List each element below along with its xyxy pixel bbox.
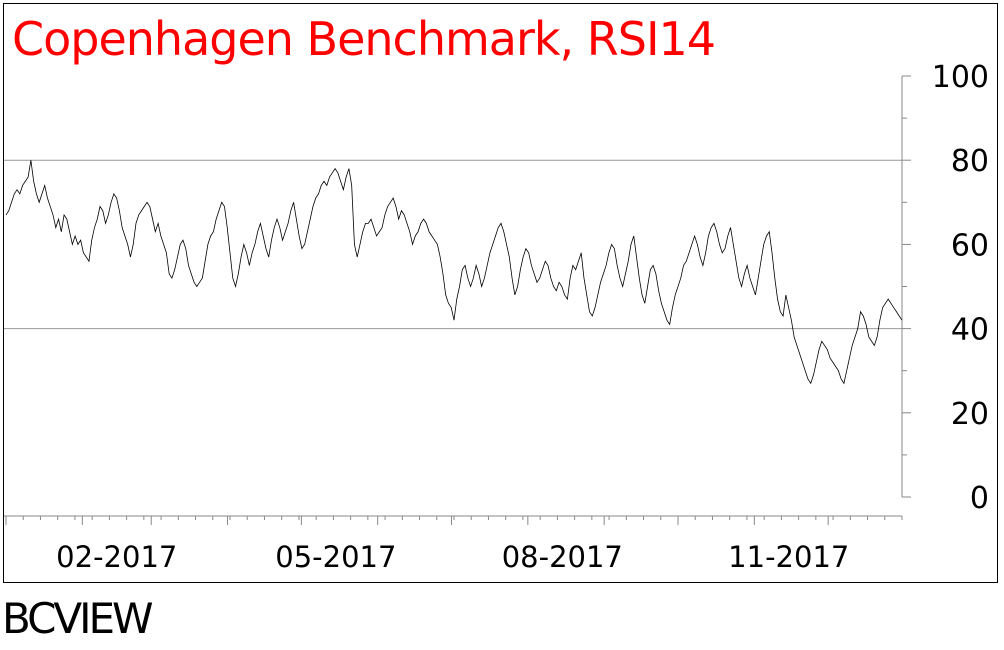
chart-frame: Copenhagen Benchmark, RSI14 0 20 40 60 80 100… <box>3 3 998 583</box>
y-tick-label: 80 <box>951 144 989 179</box>
y-tick-label: 40 <box>951 313 989 348</box>
x-tick-label: 11-2017 <box>728 540 849 574</box>
x-tick-label: 02-2017 <box>56 540 177 574</box>
rsi-series-line <box>5 160 903 385</box>
y-tick-label: 0 <box>970 481 989 516</box>
y-axis: 0 20 40 60 80 100 <box>901 60 989 516</box>
x-tick-label: 05-2017 <box>275 540 396 574</box>
y-tick-label: 60 <box>951 228 989 263</box>
x-tick-label: 08-2017 <box>502 540 623 574</box>
rsi-chart: 0 20 40 60 80 100 02-2017 05-2017 08-2017 11-201… <box>4 60 989 574</box>
reference-lines <box>4 159 902 330</box>
brand-logo: BCVIEW <box>2 594 154 643</box>
y-tick-label: 20 <box>951 397 989 432</box>
x-axis: 02-2017 05-2017 08-2017 11-2017 <box>4 515 903 574</box>
y-tick-label: 100 <box>932 60 989 95</box>
chart-title: Copenhagen Benchmark, RSI14 <box>12 12 716 66</box>
